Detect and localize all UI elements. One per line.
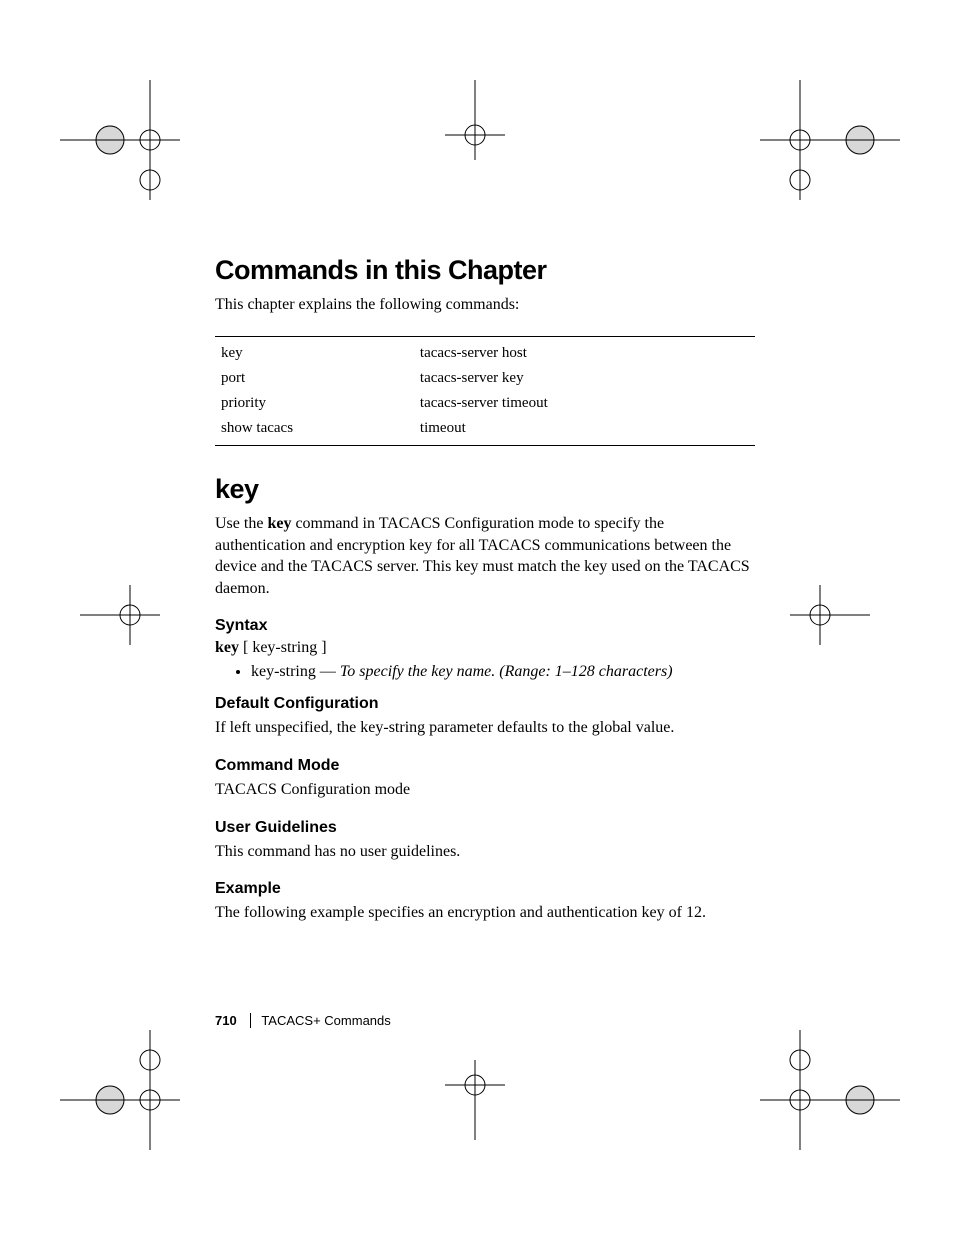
crop-mark-icon	[445, 1060, 505, 1140]
commands-table: key tacacs-server host port tacacs-serve…	[215, 336, 755, 446]
syntax-bullet: key-string — To specify the key name. (R…	[251, 663, 755, 681]
example-heading: Example	[215, 880, 755, 898]
crop-mark-icon	[790, 585, 870, 645]
user-guidelines-text: This command has no user guidelines.	[215, 841, 755, 863]
command-mode-text: TACACS Configuration mode	[215, 779, 755, 801]
chapter-intro: This chapter explains the following comm…	[215, 296, 755, 314]
table-row: key tacacs-server host	[215, 337, 755, 367]
cmd-right[interactable]: timeout	[414, 416, 755, 446]
cmd-right[interactable]: tacacs-server key	[414, 366, 755, 391]
bullet-italic: To specify the key name. (Range: 1–128 c…	[340, 663, 673, 680]
command-heading: key	[215, 474, 755, 505]
cmd-left[interactable]: port	[215, 366, 414, 391]
desc-post: command in TACACS Configuration mode to …	[215, 515, 750, 597]
cmd-left[interactable]: key	[215, 337, 414, 367]
crop-mark-icon	[760, 80, 900, 200]
table-row: port tacacs-server key	[215, 366, 755, 391]
crop-mark-icon	[760, 1030, 900, 1150]
syntax-bullets: key-string — To specify the key name. (R…	[215, 663, 755, 681]
syntax-heading: Syntax	[215, 617, 755, 635]
bullet-pre: key-string —	[251, 663, 340, 680]
page-footer: 710 TACACS+ Commands	[215, 1013, 391, 1028]
footer-section: TACACS+ Commands	[261, 1013, 390, 1028]
table-row: show tacacs timeout	[215, 416, 755, 446]
cmd-left[interactable]: priority	[215, 391, 414, 416]
crop-mark-icon	[445, 80, 505, 160]
cmd-right[interactable]: tacacs-server timeout	[414, 391, 755, 416]
cmd-left[interactable]: show tacacs	[215, 416, 414, 446]
syntax-rest: [ key-string ]	[239, 639, 327, 656]
page-number: 710	[215, 1013, 237, 1028]
crop-mark-icon	[60, 80, 180, 200]
default-config-text: If left unspecified, the key-string para…	[215, 717, 755, 739]
footer-separator	[250, 1013, 251, 1028]
syntax-bold: key	[215, 639, 239, 656]
syntax-line: key [ key-string ]	[215, 639, 755, 657]
default-config-heading: Default Configuration	[215, 695, 755, 713]
table-row: priority tacacs-server timeout	[215, 391, 755, 416]
desc-pre: Use the	[215, 515, 267, 532]
crop-mark-icon	[80, 585, 160, 645]
command-description: Use the key command in TACACS Configurat…	[215, 513, 755, 599]
chapter-title: Commands in this Chapter	[215, 255, 755, 286]
command-mode-heading: Command Mode	[215, 757, 755, 775]
user-guidelines-heading: User Guidelines	[215, 819, 755, 837]
crop-mark-icon	[60, 1030, 180, 1150]
page-content: Commands in this Chapter This chapter ex…	[215, 255, 755, 942]
desc-bold: key	[267, 515, 291, 532]
cmd-right[interactable]: tacacs-server host	[414, 337, 755, 367]
example-text: The following example specifies an encry…	[215, 902, 755, 924]
